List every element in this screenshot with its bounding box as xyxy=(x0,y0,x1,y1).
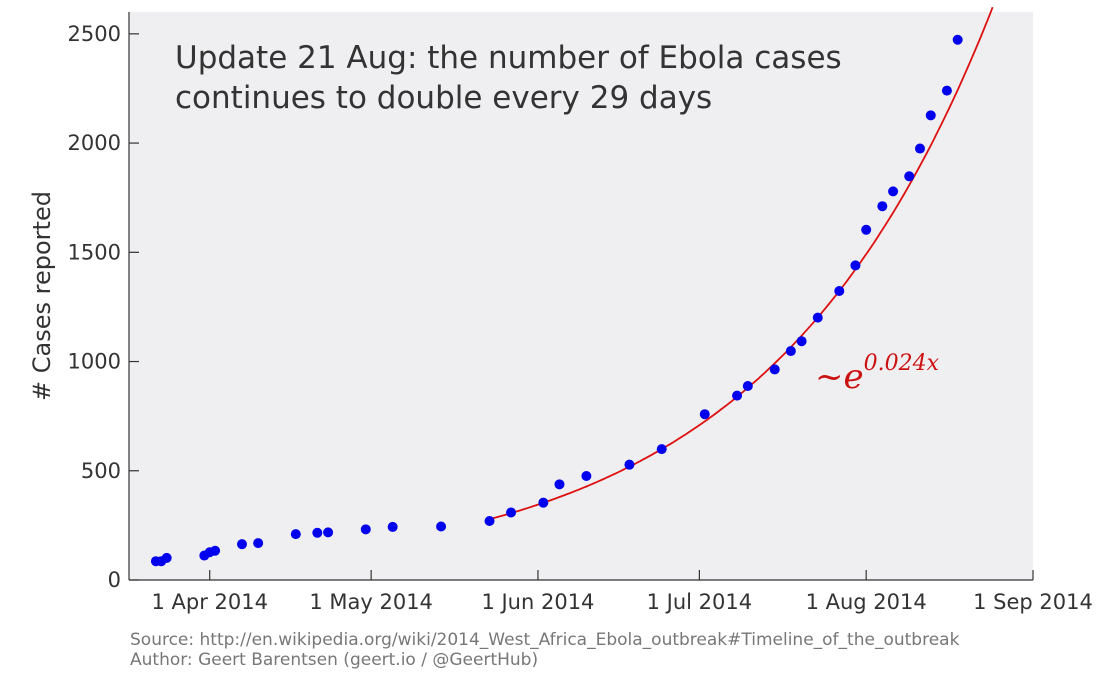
data-point xyxy=(237,539,247,550)
data-point xyxy=(888,186,899,197)
data-point xyxy=(915,143,925,154)
data-point xyxy=(769,364,780,375)
fit-formula-label: ~e0.024x xyxy=(815,351,940,397)
chart-title: Update 21 Aug: the number of Ebola cases… xyxy=(175,40,842,116)
y-tick-label: 0 xyxy=(108,568,121,592)
data-point xyxy=(861,224,872,235)
data-point xyxy=(785,346,796,357)
source-note: Source: http://en.wikipedia.org/wiki/201… xyxy=(130,630,960,650)
data-point xyxy=(210,545,221,556)
data-point xyxy=(941,85,952,96)
data-point xyxy=(624,459,635,470)
data-points xyxy=(150,34,963,567)
x-ticks: 1 Apr 2014 1 May 2014 1 Jun 2014 1 Jul 2014… xyxy=(151,570,1093,614)
data-point xyxy=(742,381,753,392)
x-tick-label: 1 May 2014 xyxy=(309,590,433,614)
chart: 1 Apr 2014 1 May 2014 1 Jun 2014 1 Jul 2014… xyxy=(28,6,1093,614)
data-point xyxy=(312,527,323,538)
x-tick-label: 1 Sep 2014 xyxy=(973,590,1093,614)
y-tick-label: 1500 xyxy=(68,240,121,264)
data-point xyxy=(656,444,667,455)
data-point xyxy=(436,521,447,532)
data-point xyxy=(484,516,495,527)
data-point xyxy=(877,201,888,212)
data-point xyxy=(732,390,743,401)
data-point xyxy=(834,285,845,296)
data-point xyxy=(699,409,710,420)
data-point xyxy=(952,34,963,45)
data-point xyxy=(506,507,517,518)
data-point xyxy=(796,336,807,347)
x-tick-label: 1 Jul 2014 xyxy=(647,590,753,614)
data-point xyxy=(581,471,592,482)
data-point xyxy=(323,527,334,538)
y-ticks: 0 500 1000 1500 2000 2500 xyxy=(68,22,139,592)
data-point xyxy=(554,479,565,490)
data-point xyxy=(161,552,172,563)
y-axis-title: # Cases reported xyxy=(28,191,56,401)
y-tick-label: 2000 xyxy=(68,131,121,155)
data-point xyxy=(850,260,861,271)
data-point xyxy=(290,529,301,540)
x-tick-label: 1 Jun 2014 xyxy=(481,590,594,614)
data-point xyxy=(387,521,398,532)
chart-title-line-1: Update 21 Aug: the number of Ebola cases xyxy=(175,40,842,76)
data-point xyxy=(904,171,915,182)
data-point xyxy=(253,538,264,549)
data-point xyxy=(812,312,823,323)
y-tick-label: 1000 xyxy=(68,350,121,374)
axes: 1 Apr 2014 1 May 2014 1 Jun 2014 1 Jul 2014… xyxy=(68,12,1093,614)
data-point xyxy=(360,524,371,535)
chart-title-line-2: continues to double every 29 days xyxy=(175,80,712,116)
x-tick-label: 1 Apr 2014 xyxy=(151,590,267,614)
y-tick-label: 2500 xyxy=(68,22,121,46)
author-note: Author: Geert Barentsen (geert.io / @Gee… xyxy=(130,650,539,670)
data-point xyxy=(925,110,936,121)
data-point xyxy=(538,497,549,508)
x-tick-label: 1 Aug 2014 xyxy=(806,590,927,614)
y-tick-label: 500 xyxy=(81,459,121,483)
plot-background xyxy=(129,12,1033,580)
